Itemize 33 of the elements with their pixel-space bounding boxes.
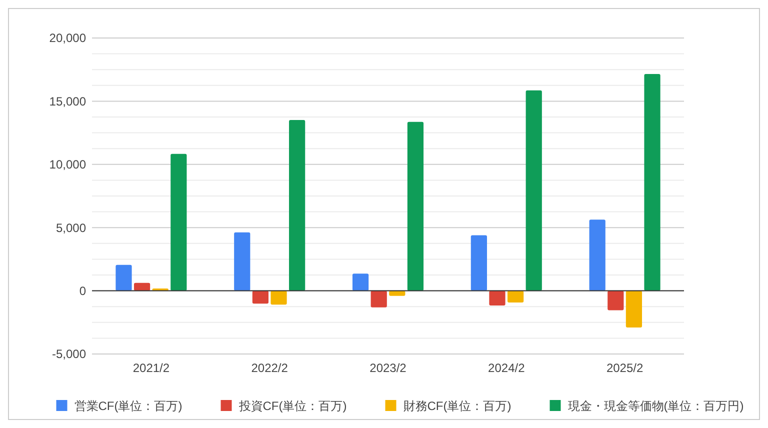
legend-label: 現金・現金等価物(単位：百万円) <box>568 399 744 414</box>
x-tick-label: 2022/2 <box>251 361 288 375</box>
bar <box>289 120 306 291</box>
x-tick-label: 2025/2 <box>606 361 644 375</box>
legend-label: 投資CF(単位：百万) <box>238 399 347 414</box>
bar <box>508 290 524 303</box>
bar <box>134 282 150 291</box>
legend-label: 財務CF(単位：百万) <box>403 399 512 414</box>
bar <box>589 220 606 291</box>
x-tick-label: 2023/2 <box>370 361 407 375</box>
bar <box>270 290 287 305</box>
bar <box>407 122 424 291</box>
bar <box>234 232 250 291</box>
y-tick-label: -5,000 <box>52 347 86 362</box>
bar <box>352 274 369 291</box>
x-tick-label: 2024/2 <box>488 361 526 375</box>
y-tick-label: 0 <box>79 284 86 298</box>
bar <box>252 290 268 304</box>
bar <box>526 90 542 291</box>
bar <box>116 264 132 291</box>
y-tick-label: 15,000 <box>49 94 86 108</box>
bar <box>470 235 487 291</box>
bar <box>608 290 624 310</box>
bar <box>644 74 660 291</box>
bar <box>489 290 506 306</box>
bar <box>370 290 387 308</box>
x-tick-label: 2021/2 <box>132 361 170 375</box>
bar <box>626 290 642 328</box>
y-tick-label: 5,000 <box>56 220 86 235</box>
y-tick-label: 10,000 <box>49 158 86 172</box>
bar <box>170 154 187 291</box>
legend-label: 営業CF(単位：百万) <box>74 399 182 414</box>
y-tick-label: 20,000 <box>49 31 86 46</box>
